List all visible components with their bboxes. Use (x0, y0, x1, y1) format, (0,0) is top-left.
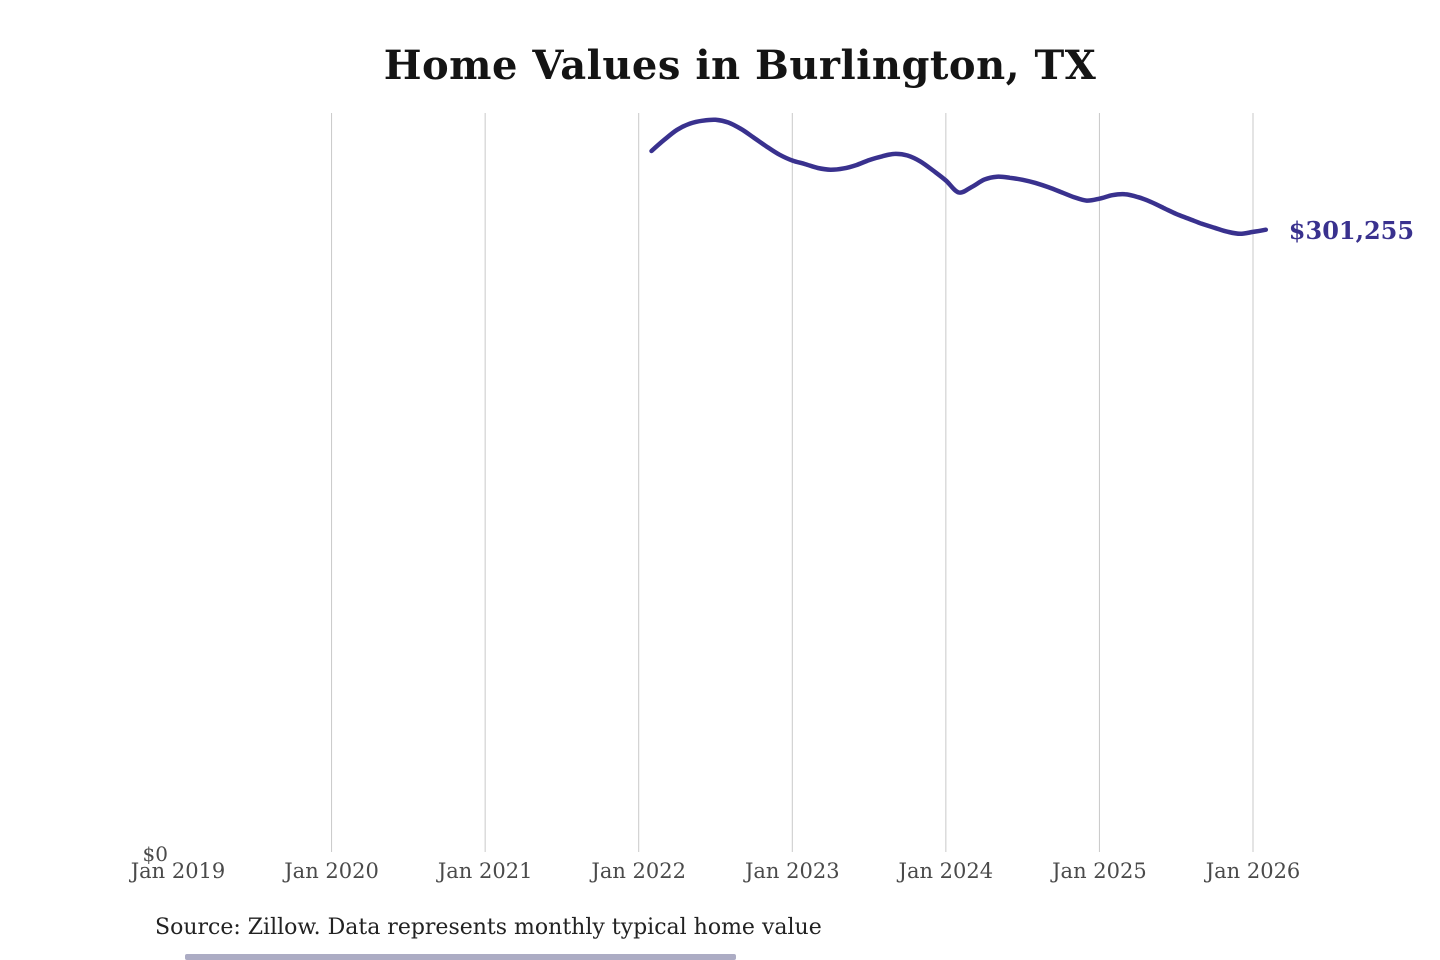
y-axis-zero-label: $0 (142, 842, 168, 866)
x-axis-label: Jan 2021 (436, 859, 533, 883)
x-axis-label: Jan 2023 (743, 859, 840, 883)
home-value-line (649, 117, 1269, 237)
x-axis-label: Jan 2026 (1204, 859, 1301, 883)
cropped-bottom-element (185, 954, 736, 960)
x-axis-label: Jan 2019 (129, 859, 226, 883)
x-axis-label: Jan 2020 (282, 859, 379, 883)
chart-title: Home Values in Burlington, TX (383, 42, 1097, 89)
x-axis-label: Jan 2024 (897, 859, 994, 883)
source-attribution: Source: Zillow. Data represents monthly … (155, 915, 822, 940)
x-axis-label: Jan 2022 (589, 859, 686, 883)
latest-value-label: $301,255 (1288, 215, 1415, 245)
x-axis-label: Jan 2025 (1050, 859, 1147, 883)
